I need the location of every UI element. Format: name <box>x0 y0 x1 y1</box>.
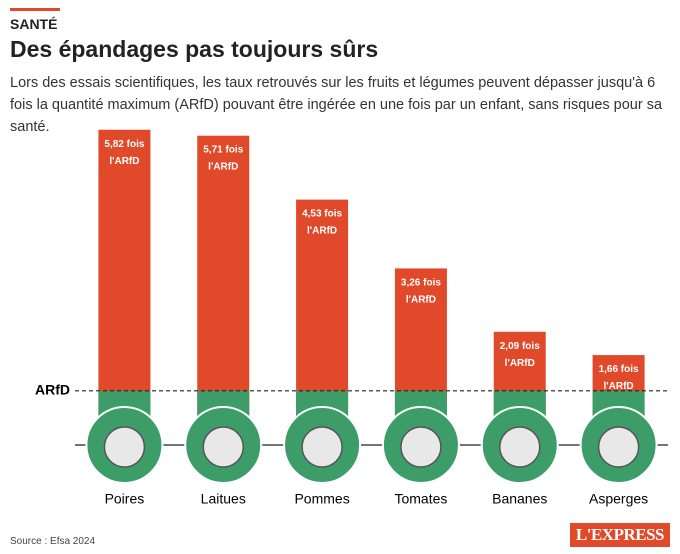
value-label-line: l'ARfD <box>406 294 436 305</box>
value-label-line: 1,66 fois <box>599 364 639 375</box>
icon <box>301 426 343 468</box>
value-label-line: l'ARfD <box>208 161 238 172</box>
value-label: 5,71 fois l'ARfD <box>203 144 243 172</box>
reference-label: ARfD <box>35 382 70 398</box>
value-label-line: l'ARfD <box>505 357 535 368</box>
value-label-line: 3,26 fois <box>401 277 441 288</box>
icon <box>597 426 640 468</box>
source: Source : Efsa 2024 <box>10 536 96 547</box>
value-label: 1,66 fois l'ARfD <box>599 364 639 392</box>
x-tick-label: Laitues <box>201 491 246 507</box>
value-label-line: 4,53 fois <box>302 208 342 219</box>
title: Des épandages pas toujours sûrs <box>10 36 379 62</box>
x-tick-label: Asperges <box>589 491 648 507</box>
value-label: 3,26 fois l'ARfD <box>401 277 441 305</box>
value-label-line: 2,09 fois <box>500 340 540 351</box>
x-tick-label: Bananes <box>492 491 547 507</box>
icon <box>400 426 442 468</box>
icon <box>103 426 146 468</box>
value-label: 4,53 fois l'ARfD <box>302 208 342 236</box>
x-tick-label: Pommes <box>294 491 349 507</box>
kicker: SANTÉ <box>10 16 58 32</box>
kicker-rule <box>10 8 60 11</box>
value-label-line: 5,82 fois <box>104 138 144 149</box>
value-label-line: l'ARfD <box>604 381 634 392</box>
value-label-line: l'ARfD <box>307 225 337 236</box>
value-label: 2,09 fois l'ARfD <box>500 340 540 368</box>
x-tick-label: Poires <box>105 491 145 507</box>
x-tick-label: Tomates <box>394 491 447 507</box>
value-label-line: l'ARfD <box>109 155 139 166</box>
icon <box>202 426 244 468</box>
icon <box>499 426 541 468</box>
value-label: 5,82 fois l'ARfD <box>104 138 144 166</box>
subtitle: Lors des essais scientifiques, les taux … <box>10 75 663 135</box>
logo: L'EXPRESS <box>569 523 670 547</box>
value-label-line: 5,71 fois <box>203 144 243 155</box>
